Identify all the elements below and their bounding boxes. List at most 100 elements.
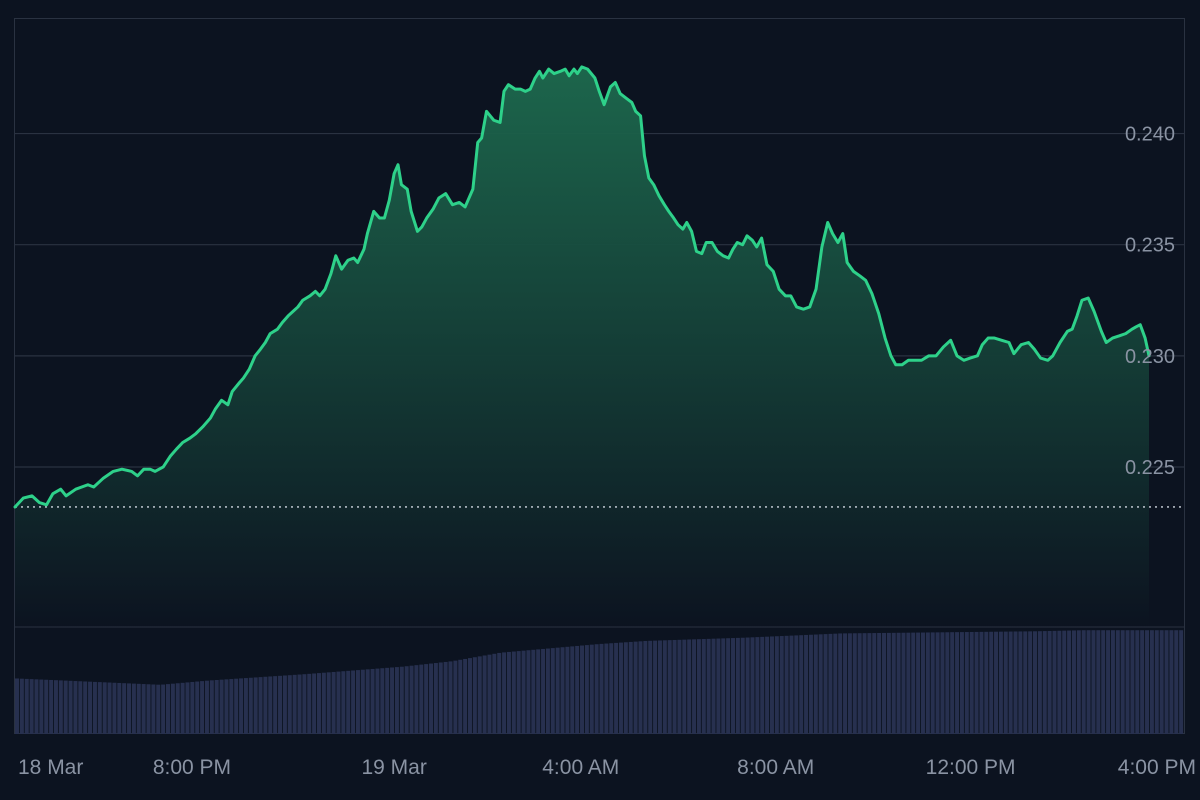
volume-bar — [185, 682, 190, 734]
volume-bar — [487, 654, 492, 734]
volume-bar — [385, 667, 390, 734]
volume-bar — [735, 637, 740, 734]
volume-bar — [940, 632, 945, 734]
volume-bar — [346, 670, 351, 734]
volume-bar — [945, 632, 950, 734]
volume-bar — [463, 658, 468, 734]
volume-bar — [73, 681, 78, 734]
volume-bar — [282, 675, 287, 734]
volume-bar — [1120, 630, 1125, 734]
volume-bar — [351, 670, 356, 734]
volume-bar — [29, 679, 34, 734]
volume-bar — [49, 679, 54, 734]
volume-bar — [628, 641, 633, 734]
volume-bar — [609, 643, 614, 734]
volume-bar — [696, 639, 701, 734]
volume-bar — [526, 650, 531, 734]
volume-bar — [745, 637, 750, 734]
volume-bar — [657, 640, 662, 734]
volume-bar — [19, 678, 24, 734]
volume-bar — [506, 651, 511, 734]
volume-bar — [1062, 630, 1067, 734]
volume-bar — [774, 636, 779, 734]
volume-bar — [891, 632, 896, 734]
volume-bar — [643, 640, 648, 734]
volume-bar — [955, 632, 960, 734]
volume-bar — [68, 680, 73, 734]
volume-bar — [964, 632, 969, 734]
volume-bar — [550, 648, 555, 734]
volume-bar — [1110, 630, 1115, 734]
volume-bar — [769, 636, 774, 734]
volume-bar — [268, 676, 273, 734]
volume-bar — [497, 652, 502, 734]
volume-bar — [278, 675, 283, 734]
volume-bar — [1071, 630, 1076, 734]
volume-bar — [623, 642, 628, 734]
volume-bar — [88, 681, 93, 734]
volume-bar — [711, 638, 716, 734]
volume-bar — [53, 680, 58, 734]
volume-bar — [204, 680, 209, 734]
volume-bar — [472, 657, 477, 734]
volume-bar — [828, 633, 833, 734]
volume-bar — [112, 682, 117, 734]
volume-bar — [862, 633, 867, 734]
volume-bar — [589, 644, 594, 734]
volume-bar — [594, 644, 599, 734]
volume-bar — [477, 656, 482, 734]
volume-bar — [390, 667, 395, 734]
volume-bar — [355, 670, 360, 734]
volume-bar — [794, 635, 799, 734]
volume-bar — [580, 645, 585, 734]
volume-bar — [969, 631, 974, 734]
volume-bar — [511, 651, 516, 734]
volume-bar — [448, 661, 453, 734]
volume-bar — [545, 648, 550, 734]
price-line — [13, 65, 1151, 509]
volume-bar — [1140, 630, 1145, 734]
volume-bar — [1159, 630, 1164, 734]
volume-bar — [24, 678, 29, 734]
volume-bar — [930, 632, 935, 734]
volume-bar — [833, 633, 838, 734]
x-tick-label: 18 Mar — [18, 756, 83, 779]
volume-bars — [15, 630, 1184, 734]
volume-bar — [438, 662, 443, 734]
volume-bar — [243, 678, 248, 734]
volume-bar — [331, 671, 336, 734]
volume-bar — [570, 646, 575, 734]
volume-bar — [843, 633, 848, 734]
volume-bar — [190, 681, 195, 734]
volume-bar — [136, 683, 141, 734]
volume-bar — [287, 675, 292, 734]
volume-bar — [209, 680, 214, 734]
volume-bar — [726, 638, 731, 734]
volume-bar — [896, 632, 901, 734]
volume-bar — [886, 632, 891, 734]
volume-bar — [248, 677, 253, 734]
volume-bar — [1106, 630, 1111, 734]
volume-bar — [852, 633, 857, 734]
volume-bar — [555, 647, 560, 734]
volume-bar — [653, 640, 658, 734]
volume-bar — [1174, 630, 1179, 734]
volume-bar — [453, 660, 458, 734]
volume-bar — [433, 663, 438, 734]
x-tick-label: 4:00 AM — [542, 756, 619, 779]
volume-bar — [911, 632, 916, 734]
x-tick-label: 19 Mar — [361, 756, 426, 779]
volume-bar — [97, 682, 102, 734]
volume-bar — [170, 683, 175, 734]
volume-bar — [682, 639, 687, 734]
volume-bar — [1149, 630, 1154, 734]
volume-bar — [341, 671, 346, 734]
volume-bar — [998, 631, 1003, 734]
volume-bar — [1052, 630, 1057, 734]
volume-bar — [847, 633, 852, 734]
x-tick-label: 8:00 AM — [737, 756, 814, 779]
volume-bar — [34, 679, 39, 734]
volume-bar — [667, 640, 672, 734]
volume-bar — [1096, 630, 1101, 734]
volume-bar — [234, 678, 239, 734]
